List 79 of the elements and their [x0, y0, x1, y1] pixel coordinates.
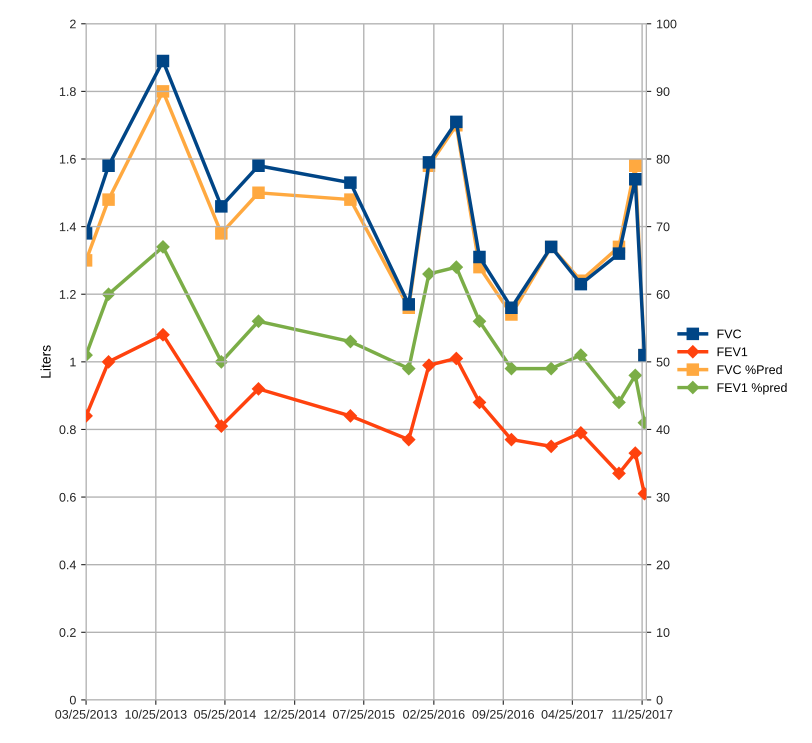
y-tick-label: 1: [70, 358, 76, 366]
point: [472, 396, 486, 409]
y2-tick-label: 40: [656, 425, 670, 434]
point: [612, 247, 626, 260]
y2-tick-label: 70: [656, 222, 670, 232]
x-tick-label: 03/25/2013: [55, 710, 117, 719]
y2-tick-label: 100: [657, 20, 676, 28]
point: [402, 433, 416, 446]
point: [422, 358, 436, 372]
y2-tick-label: 90: [656, 87, 670, 96]
y-tick-label: 1.4: [60, 222, 76, 232]
y2-tick-label: 50: [656, 358, 670, 366]
point: [629, 160, 642, 172]
point: [156, 328, 170, 342]
y-tick-label: 0.4: [59, 560, 76, 570]
point: [574, 348, 588, 362]
point: [156, 54, 170, 68]
point: [252, 160, 265, 172]
point: [629, 173, 642, 186]
point: [473, 250, 486, 264]
y-tick-label: 1.2: [60, 290, 76, 299]
x-tick-label: 12/25/2014: [264, 710, 326, 719]
point: [156, 240, 170, 254]
x-tick-label: 07/25/2015: [332, 710, 395, 719]
y2-tick-label: 60: [656, 290, 670, 299]
point: [344, 193, 357, 206]
point: [215, 200, 228, 213]
y2-tick-label: 20: [656, 560, 670, 570]
point: [102, 160, 115, 172]
point: [450, 260, 463, 274]
x-tick-label: 04/25/2017: [542, 710, 604, 719]
y-tick-label: 0: [70, 696, 76, 705]
y2-tick-label: 0: [656, 696, 663, 705]
point: [612, 396, 626, 409]
y-axis-title: Liters: [40, 345, 51, 378]
point: [505, 302, 518, 314]
point: [422, 267, 436, 281]
x-tick-label: 05/25/2014: [194, 710, 256, 719]
point: [612, 466, 626, 480]
legend-label: FEV1: [718, 348, 748, 356]
point: [544, 362, 558, 376]
point: [252, 382, 266, 396]
point: [574, 278, 588, 290]
x-tick-label: 09/25/2016: [472, 710, 534, 719]
y-tick-label: 0.6: [59, 492, 76, 502]
point: [450, 116, 463, 128]
point: [450, 352, 463, 366]
point: [344, 409, 357, 423]
point: [544, 440, 558, 453]
point: [504, 433, 518, 446]
point: [422, 156, 436, 169]
point: [344, 334, 357, 348]
x-tick-label: 10/25/2013: [126, 710, 187, 719]
y2-tick-label: 10: [657, 628, 670, 637]
y2-tick-label: 80: [656, 154, 670, 164]
legend-label: FVC: [718, 329, 742, 338]
point: [628, 368, 642, 382]
point: [402, 298, 415, 311]
point: [102, 193, 115, 206]
point: [574, 426, 588, 440]
point: [214, 419, 228, 433]
y-tick-label: 0.2: [59, 628, 76, 637]
point: [628, 446, 642, 460]
y-tick-label: 1.8: [60, 87, 76, 96]
legend-label: FEV1 %pred: [718, 382, 787, 395]
y-tick-label: 2: [70, 20, 76, 28]
point: [402, 362, 416, 376]
point: [472, 314, 486, 328]
point: [504, 362, 518, 376]
legend-label: FVC %Pred: [718, 364, 782, 374]
y2-tick-label: 30: [656, 492, 670, 502]
x-tick-label: 11/25/2017: [612, 710, 672, 719]
point: [344, 176, 357, 189]
point: [102, 355, 116, 368]
x-tick-label: 02/25/2016: [403, 710, 465, 719]
point: [252, 186, 265, 200]
y-tick-label: 1.6: [60, 154, 76, 164]
y-tick-label: 0.8: [59, 425, 76, 434]
point: [252, 314, 266, 328]
